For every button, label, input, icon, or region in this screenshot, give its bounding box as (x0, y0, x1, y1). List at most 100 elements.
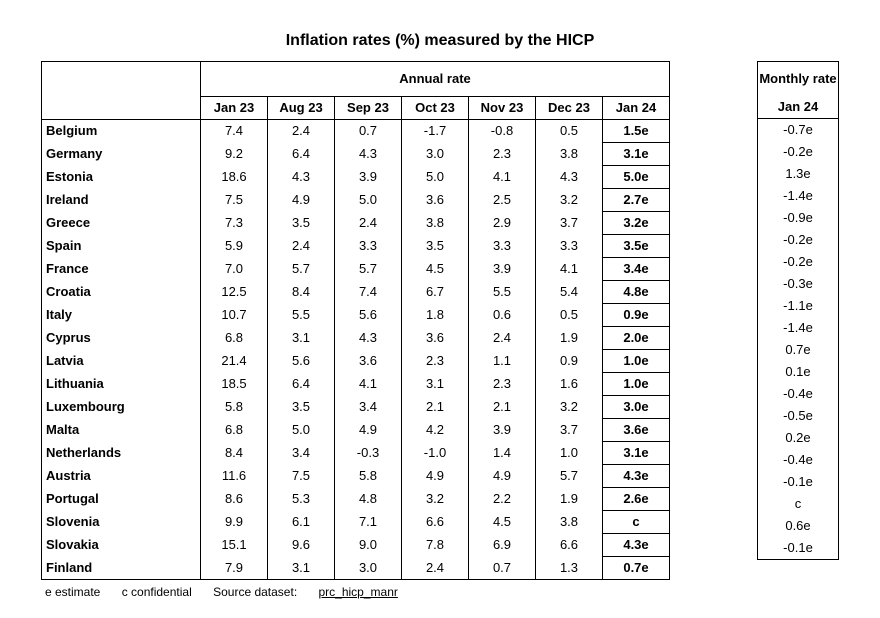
monthly-value-cell: -1.1e (757, 295, 839, 317)
monthly-rate-table: Monthly rate Jan 24 -0.7e -0.2e 1.3e -1.4e -0.… (757, 61, 839, 560)
monthly-row: c (757, 493, 839, 515)
monthly-row: -0.9e (757, 207, 839, 229)
source-dataset-link[interactable]: prc_hicp_manr (318, 585, 398, 599)
monthly-value-cell: -0.2e (757, 141, 839, 163)
value-cell: 3.6 (334, 349, 402, 373)
country-cell: Belgium (41, 119, 201, 143)
value-cell: 18.5 (200, 372, 268, 396)
value-cell: 6.4 (267, 372, 335, 396)
value-cell: 2.9 (468, 211, 536, 235)
value-cell: 7.5 (200, 188, 268, 212)
value-cell: 5.7 (267, 257, 335, 281)
value-cell: 1.9 (535, 487, 603, 511)
country-cell: Slovakia (41, 533, 201, 557)
value-cell: 1.8 (401, 303, 469, 327)
value-cell: 1.0 (535, 441, 603, 465)
value-cell: 3.0e (602, 395, 670, 419)
header-row: Annual rate (41, 61, 670, 120)
annual-rate-table: Annual rate Jan 23 Aug 23 Sep 23 Oct 23 Nov 2… (41, 61, 670, 580)
value-cell: 3.2 (535, 188, 603, 212)
value-cell: -1.0 (401, 441, 469, 465)
value-cell: 4.3 (334, 326, 402, 350)
value-cell: 3.4 (267, 441, 335, 465)
value-cell: 5.9 (200, 234, 268, 258)
value-cell: 21.4 (200, 349, 268, 373)
value-cell: 1.4 (468, 441, 536, 465)
country-cell: Netherlands (41, 441, 201, 465)
value-cell: 4.3 (267, 165, 335, 189)
country-cell: Spain (41, 234, 201, 258)
monthly-column-header-row: Jan 24 (757, 96, 839, 119)
table-row: Cyprus 6.8 3.1 4.3 3.6 2.4 1.9 2.0e (41, 326, 670, 350)
country-cell: Finland (41, 556, 201, 580)
monthly-value-cell: -0.1e (757, 537, 839, 560)
value-cell: 4.3e (602, 464, 670, 488)
value-cell: 6.1 (267, 510, 335, 534)
country-cell: Germany (41, 142, 201, 166)
value-cell: 5.8 (200, 395, 268, 419)
table-row: Greece 7.3 3.5 2.4 3.8 2.9 3.7 3.2e (41, 211, 670, 235)
table-row: Malta 6.8 5.0 4.9 4.2 3.9 3.7 3.6e (41, 418, 670, 442)
country-cell: Slovenia (41, 510, 201, 534)
monthly-value-cell: -0.9e (757, 207, 839, 229)
value-cell: 3.8 (535, 142, 603, 166)
table-row: Portugal 8.6 5.3 4.8 3.2 2.2 1.9 2.6e (41, 487, 670, 511)
value-cell: 2.4 (267, 119, 335, 143)
table-row: Austria 11.6 7.5 5.8 4.9 4.9 5.7 4.3e (41, 464, 670, 488)
value-cell: 1.5e (602, 119, 670, 143)
value-cell: 2.6e (602, 487, 670, 511)
value-cell: 7.0 (200, 257, 268, 281)
value-cell: 3.7 (535, 418, 603, 442)
value-cell: 3.9 (468, 257, 536, 281)
table-row: Latvia 21.4 5.6 3.6 2.3 1.1 0.9 1.0e (41, 349, 670, 373)
value-cell: 4.5 (468, 510, 536, 534)
value-cell: 6.4 (267, 142, 335, 166)
monthly-value-cell: 0.7e (757, 339, 839, 361)
value-cell: 3.5 (267, 395, 335, 419)
table-row: Slovakia 15.1 9.6 9.0 7.8 6.9 6.6 4.3e (41, 533, 670, 557)
value-cell: 1.6 (535, 372, 603, 396)
value-cell: -1.7 (401, 119, 469, 143)
value-cell: 0.7 (334, 119, 402, 143)
column-header: Sep 23 (334, 96, 402, 120)
value-cell: 2.0e (602, 326, 670, 350)
monthly-row: -0.2e (757, 141, 839, 163)
monthly-row: 0.6e (757, 515, 839, 537)
value-cell: 3.1 (401, 372, 469, 396)
monthly-row: -0.4e (757, 449, 839, 471)
corner-cell (41, 61, 201, 120)
value-cell: 2.4 (267, 234, 335, 258)
value-cell: 11.6 (200, 464, 268, 488)
value-cell: 4.1 (334, 372, 402, 396)
value-cell: 3.1e (602, 142, 670, 166)
annual-rate-header: Annual rate (200, 61, 670, 97)
value-cell: 2.1 (468, 395, 536, 419)
value-cell: 9.6 (267, 533, 335, 557)
table-row: Germany 9.2 6.4 4.3 3.0 2.3 3.8 3.1e (41, 142, 670, 166)
value-cell: 4.5 (401, 257, 469, 281)
country-cell: Greece (41, 211, 201, 235)
monthly-row: -0.5e (757, 405, 839, 427)
table-row: Lithuania 18.5 6.4 4.1 3.1 2.3 1.6 1.0e (41, 372, 670, 396)
table-row: Spain 5.9 2.4 3.3 3.5 3.3 3.3 3.5e (41, 234, 670, 258)
value-cell: 10.7 (200, 303, 268, 327)
value-cell: 5.6 (267, 349, 335, 373)
value-cell: 9.0 (334, 533, 402, 557)
monthly-row: -0.3e (757, 273, 839, 295)
monthly-value-cell: 1.3e (757, 163, 839, 185)
value-cell: 8.6 (200, 487, 268, 511)
value-cell: 3.6 (401, 326, 469, 350)
monthly-value-cell: -0.4e (757, 383, 839, 405)
monthly-row: -0.2e (757, 251, 839, 273)
value-cell: 7.4 (200, 119, 268, 143)
country-cell: Italy (41, 303, 201, 327)
value-cell: 0.6 (468, 303, 536, 327)
value-cell: 3.1 (267, 326, 335, 350)
value-cell: 3.2e (602, 211, 670, 235)
value-cell: 0.9e (602, 303, 670, 327)
value-cell: 6.8 (200, 418, 268, 442)
value-cell: 15.1 (200, 533, 268, 557)
country-cell: Ireland (41, 188, 201, 212)
value-cell: 3.7 (535, 211, 603, 235)
value-cell: 5.8 (334, 464, 402, 488)
